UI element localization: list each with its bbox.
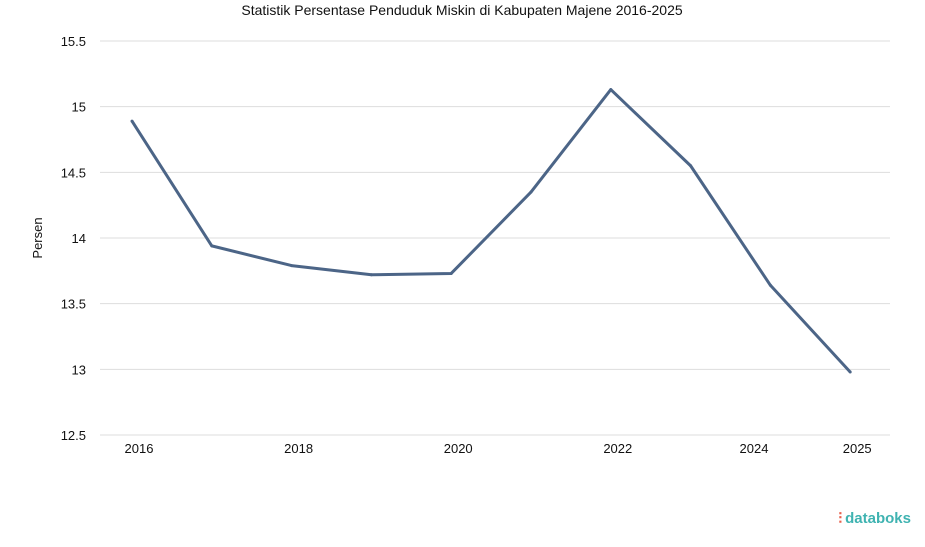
x-tick-label: 2025 [843,441,872,456]
data-point [529,190,533,194]
x-tick-label: 2022 [603,441,632,456]
data-point [609,88,613,92]
databoks-logo: ⫶ databoks [838,510,911,527]
data-point [210,244,214,248]
y-tick-label: 14.5 [61,165,86,180]
data-point [290,264,294,268]
chart-title: Statistik Persentase Penduduk Miskin di … [241,2,682,18]
y-tick-label: 15 [72,100,86,115]
data-point [369,273,373,277]
brand-text: databoks [845,510,911,527]
y-tick-label: 12.5 [61,428,86,443]
data-point [848,370,852,374]
y-axis-label: Persen [30,217,45,258]
data-point [768,283,772,287]
x-tick-label: 2024 [740,441,769,456]
logo-icon: ⫶ [838,510,843,527]
data-point [689,164,693,168]
y-tick-label: 13 [72,362,86,377]
y-tick-label: 13.5 [61,297,86,312]
x-tick-label: 2016 [125,441,154,456]
y-tick-label: 14 [72,231,86,246]
data-point [130,119,134,123]
y-tick-label: 15.5 [61,34,86,49]
x-tick-label: 2020 [444,441,473,456]
x-tick-label: 2018 [284,441,313,456]
data-point [449,271,453,275]
series-line [130,88,852,373]
